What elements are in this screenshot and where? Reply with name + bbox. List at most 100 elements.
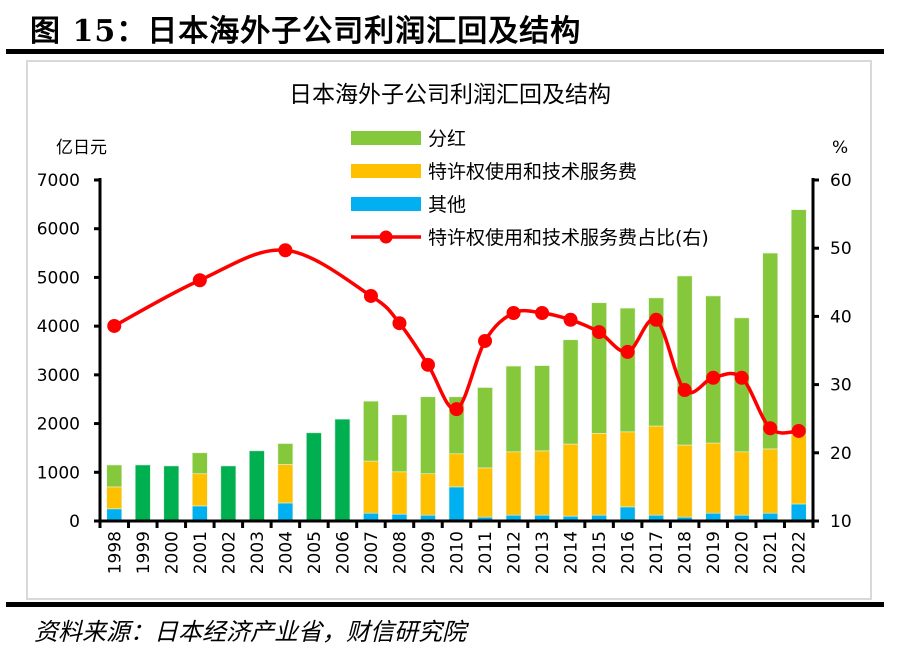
bar-royalty-2021 — [762, 448, 779, 514]
ratio-point-2012 — [506, 305, 521, 320]
x-tick-label: 2005 — [305, 531, 325, 574]
x-tick-label: 2001 — [191, 531, 211, 574]
bars-group — [106, 209, 807, 522]
bar-dividend-2008 — [391, 414, 408, 473]
y2-tick-label: 40 — [830, 307, 852, 327]
bar-dividend-2004 — [277, 443, 294, 465]
bar-total-2000 — [163, 465, 180, 522]
legend-label: 特许权使用和技术服务费占比(右) — [428, 227, 709, 249]
x-tick-label: 2004 — [276, 531, 296, 574]
bar-royalty-2011 — [477, 467, 493, 518]
ratio-point-2007 — [363, 288, 378, 303]
figure-title: 图 15：日本海外子公司利润汇回及结构 — [30, 14, 582, 49]
x-tick-label: 2020 — [733, 531, 753, 574]
ratio-point-2021 — [763, 421, 778, 436]
chart-frame — [26, 60, 872, 600]
x-tick-label: 2021 — [761, 531, 781, 574]
ratio-point-2001 — [192, 273, 207, 288]
ratio-point-2018 — [677, 383, 692, 398]
ratio-point-2015 — [592, 325, 607, 340]
bar-dividend-1998 — [106, 464, 123, 488]
bar-royalty-2014 — [562, 443, 579, 517]
ratio-point-1998 — [107, 318, 122, 333]
ratio-point-2004 — [278, 243, 293, 258]
x-tick-label: 2000 — [162, 531, 182, 574]
bar-other-2022 — [790, 503, 807, 522]
bottom-rule — [6, 602, 884, 607]
bar-royalty-2020 — [733, 451, 750, 516]
legend-label: 分红 — [428, 128, 466, 150]
bar-dividend-2001 — [192, 452, 208, 475]
bar-other-1998 — [106, 508, 123, 522]
y2-tick-label: 20 — [830, 444, 852, 464]
bar-royalty-2013 — [534, 450, 550, 516]
x-tick-label: 2013 — [533, 531, 553, 574]
y-axis-label: 亿日元 — [56, 138, 107, 158]
bar-total-2003 — [249, 450, 265, 522]
ratio-point-2013 — [535, 305, 550, 320]
bar-royalty-1998 — [106, 486, 123, 510]
x-tick-label: 2011 — [476, 531, 496, 574]
bar-royalty-2015 — [591, 433, 607, 516]
ratio-point-2014 — [563, 312, 578, 327]
x-tick-label: 2022 — [790, 531, 810, 574]
bar-royalty-2022 — [790, 434, 807, 505]
bar-dividend-2012 — [505, 365, 522, 453]
y-tick-label: 0 — [69, 512, 80, 532]
x-tick-label: 2006 — [333, 531, 353, 574]
bar-royalty-2008 — [391, 471, 408, 515]
bar-royalty-2007 — [363, 460, 379, 514]
ratio-point-2017 — [649, 312, 664, 327]
bar-royalty-2009 — [420, 473, 436, 516]
bar-total-2005 — [306, 432, 322, 522]
bar-dividend-2015 — [591, 302, 607, 434]
x-tick-label: 2010 — [448, 531, 468, 574]
x-tick-label: 2017 — [647, 531, 667, 574]
bar-royalty-2018 — [676, 444, 693, 518]
bar-royalty-2012 — [505, 451, 522, 516]
bar-dividend-2014 — [562, 339, 579, 445]
x-tick-label: 2002 — [219, 531, 239, 574]
legend-label: 其他 — [428, 194, 466, 216]
bar-other-2004 — [277, 502, 294, 522]
y-tick-label: 1000 — [37, 463, 80, 483]
y2-tick-label: 10 — [830, 512, 852, 532]
legend-label: 特许权使用和技术服务费 — [428, 161, 637, 183]
x-tick-label: 2015 — [590, 531, 610, 574]
bar-dividend-2007 — [363, 400, 379, 462]
bar-royalty-2010 — [448, 453, 465, 488]
bar-royalty-2017 — [648, 425, 664, 516]
bar-royalty-2016 — [619, 431, 636, 508]
bar-dividend-2019 — [705, 295, 721, 444]
ratio-line-group — [107, 243, 806, 438]
source-note: 资料来源：日本经济产业省，财信研究院 — [34, 618, 466, 646]
x-tick-label: 2009 — [419, 531, 439, 574]
bar-dividend-2011 — [477, 387, 493, 469]
x-tick-label: 1998 — [105, 531, 125, 574]
legend-marker — [379, 230, 393, 244]
y2-tick-label: 60 — [830, 171, 852, 191]
y-tick-label: 3000 — [37, 366, 80, 386]
ratio-point-2011 — [478, 333, 493, 348]
y2-axis-label: % — [832, 138, 848, 158]
x-tick-label: 2007 — [362, 531, 382, 574]
y-tick-label: 5000 — [37, 268, 80, 288]
bar-dividend-2022 — [790, 209, 807, 436]
x-tick-label: 2008 — [390, 531, 410, 574]
bar-dividend-2016 — [619, 307, 636, 433]
y-tick-label: 6000 — [37, 220, 80, 240]
ratio-point-2010 — [449, 402, 464, 417]
bar-royalty-2004 — [277, 464, 294, 504]
y-tick-label: 4000 — [37, 317, 80, 337]
x-tick-label: 2019 — [704, 531, 724, 574]
bar-dividend-2021 — [762, 252, 779, 450]
ratio-point-2019 — [706, 370, 721, 385]
bar-other-2016 — [619, 506, 636, 522]
ratio-point-2016 — [620, 344, 635, 359]
y2-tick-label: 50 — [830, 239, 852, 259]
x-tick-label: 2014 — [562, 531, 582, 574]
x-tick-label: 1999 — [134, 531, 154, 574]
bar-total-2006 — [334, 418, 351, 522]
